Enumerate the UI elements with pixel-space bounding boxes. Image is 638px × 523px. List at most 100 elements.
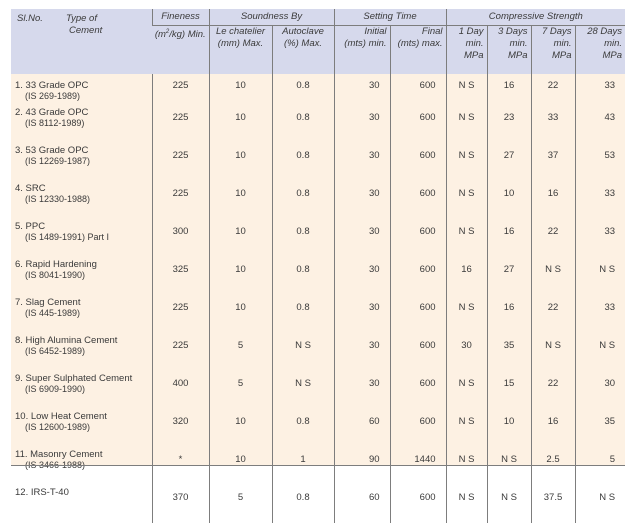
strength-7-days-cell: 22 xyxy=(530,373,576,411)
cement-type-cell: 8. High Alumina Cement (IS 6452-1989) xyxy=(11,335,152,373)
d7-line2: min. xyxy=(553,38,572,49)
header-le-chatelier: Le chatelier (mm) Max. xyxy=(208,25,272,74)
autoclave-cell: 0.8 xyxy=(271,221,335,259)
strength-28-days-cell: 33 xyxy=(574,183,626,221)
cement-standard: (IS 12330-1988) xyxy=(25,194,91,204)
strength-1-day-cell: N S xyxy=(445,183,488,221)
header-soundness: Soundness By xyxy=(208,9,335,26)
cement-standard: (IS 6909-1990) xyxy=(25,384,86,394)
cement-standard: (IS 12600-1989) xyxy=(25,422,91,432)
d1-line1: 1 Day xyxy=(458,26,484,37)
final-setting-cell: 600 xyxy=(389,411,447,449)
strength-1-day-cell: N S xyxy=(445,373,488,411)
d1-line2: min. xyxy=(465,38,484,49)
fineness-cell: 325 xyxy=(151,259,209,297)
strength-28-days-cell: 43 xyxy=(574,107,626,145)
d28-line2: min. xyxy=(604,38,623,49)
final-setting-cell: 600 xyxy=(389,335,447,373)
initial-setting-cell: 30 xyxy=(333,335,391,373)
cement-name: 9. Super Sulphated Cement xyxy=(15,373,133,384)
final-line1: Final xyxy=(421,26,443,37)
cement-type-cell: 1. 33 Grade OPC (IS 269-1989) xyxy=(11,74,152,107)
cement-standard: (IS 6452-1989) xyxy=(25,346,86,356)
cement-type-cell: 12. IRS-T-40 xyxy=(11,487,152,523)
le-chatelier-cell: 10 xyxy=(208,259,272,297)
header-3-days: 3 Days min. MPa xyxy=(486,25,532,74)
final-setting-cell: 600 xyxy=(389,107,447,145)
strength-3-days-cell: 27 xyxy=(486,145,532,183)
strength-28-days-cell: N S xyxy=(574,335,626,373)
cement-name: 5. PPC xyxy=(15,221,46,232)
fineness-cell: 300 xyxy=(151,221,209,259)
table-header: Sl.No. Type of Cement Fineness Soundness … xyxy=(11,9,626,74)
cement-name: 6. Rapid Hardening xyxy=(15,259,97,270)
table-row: 10. Low Heat Cement (IS 12600-1989) 320 10 0… xyxy=(11,411,626,449)
cement-type-cell: 7. Slag Cement (IS 445-1989) xyxy=(11,297,152,335)
le-chatelier-cell: 5 xyxy=(208,335,272,373)
final-setting-cell: 1440 xyxy=(389,449,447,487)
le-chatelier-line1: Le chatelier xyxy=(215,26,266,37)
le-chatelier-cell: 5 xyxy=(208,373,272,411)
table-row: 3. 53 Grade OPC (IS 12269-1987) 225 10 0.8 30… xyxy=(11,145,626,183)
strength-3-days-cell: 10 xyxy=(486,183,532,221)
cement-name: 3. 53 Grade OPC xyxy=(15,145,89,156)
initial-setting-cell: 60 xyxy=(333,487,391,523)
cement-standard: (IS 8112-1989) xyxy=(25,118,85,128)
fineness-cell: 400 xyxy=(151,373,209,411)
header-7-days: 7 Days min. MPa xyxy=(530,25,576,74)
autoclave-cell: 0.8 xyxy=(271,183,335,221)
strength-28-days-cell: 33 xyxy=(574,297,626,335)
fineness-cell: * xyxy=(151,449,209,487)
cement-type-cell: 2. 43 Grade OPC (IS 8112-1989) xyxy=(11,107,152,145)
fineness-cell: 225 xyxy=(151,335,209,373)
strength-3-days-cell: 16 xyxy=(486,221,532,259)
fineness-cell: 320 xyxy=(151,411,209,449)
d7-line3: MPa xyxy=(551,50,572,61)
strength-1-day-cell: N S xyxy=(445,297,488,335)
strength-3-days-cell: N S xyxy=(486,487,532,523)
le-chatelier-cell: 10 xyxy=(208,183,272,221)
le-chatelier-cell: 10 xyxy=(208,297,272,335)
strength-1-day-cell: N S xyxy=(445,411,488,449)
header-type-line2: Cement xyxy=(69,25,103,36)
table-row: 6. Rapid Hardening (IS 8041-1990) 325 10 0.8… xyxy=(11,259,626,297)
strength-7-days-cell: 2.5 xyxy=(530,449,576,487)
autoclave-cell: 0.8 xyxy=(271,74,335,107)
le-chatelier-cell: 10 xyxy=(208,74,272,107)
final-setting-cell: 600 xyxy=(389,145,447,183)
initial-setting-cell: 30 xyxy=(333,373,391,411)
autoclave-cell: N S xyxy=(271,335,335,373)
autoclave-cell: 0.8 xyxy=(271,145,335,183)
table-bottom-rule xyxy=(11,465,625,466)
strength-28-days-cell: N S xyxy=(574,487,626,523)
cement-standard: (IS 8041-1990) xyxy=(25,270,86,280)
fineness-cell: 225 xyxy=(151,145,209,183)
table-row: 2. 43 Grade OPC (IS 8112-1989) 225 10 0.8 30 6… xyxy=(11,107,626,145)
le-chatelier-cell: 10 xyxy=(208,107,272,145)
strength-1-day-cell: N S xyxy=(445,74,488,107)
table-body: 1. 33 Grade OPC (IS 269-1989) 225 10 0.8 30 60… xyxy=(11,74,626,523)
d7-line1: 7 Days xyxy=(541,26,572,37)
header-28-days: 28 Days min. MPa xyxy=(574,25,626,74)
strength-7-days-cell: 37.5 xyxy=(530,487,576,523)
table-row: 5. PPC (IS 1489-1991) Part I 300 10 0.8 30 600… xyxy=(11,221,626,259)
header-final: Final (mts) max. xyxy=(389,25,447,74)
strength-28-days-cell: 5 xyxy=(574,449,626,487)
autoclave-cell: N S xyxy=(271,373,335,411)
cement-type-cell: 6. Rapid Hardening (IS 8041-1990) xyxy=(11,259,152,297)
cement-name: 8. High Alumina Cement xyxy=(15,335,118,346)
initial-setting-cell: 60 xyxy=(333,411,391,449)
strength-1-day-cell: 16 xyxy=(445,259,488,297)
header-fineness: Fineness xyxy=(151,9,209,26)
cement-name: 2. 43 Grade OPC xyxy=(15,107,89,118)
initial-setting-cell: 30 xyxy=(333,221,391,259)
autoclave-cell: 1 xyxy=(271,449,335,487)
fineness-unit-pre: (m xyxy=(154,29,166,41)
cement-standard: (IS 269-1989) xyxy=(25,91,81,101)
cement-name: 12. IRS-T-40 xyxy=(15,487,69,498)
strength-3-days-cell: 16 xyxy=(486,74,532,107)
strength-7-days-cell: 16 xyxy=(530,183,576,221)
fineness-cell: 225 xyxy=(151,74,209,107)
cement-name: 11. Masonry Cement xyxy=(15,449,103,460)
